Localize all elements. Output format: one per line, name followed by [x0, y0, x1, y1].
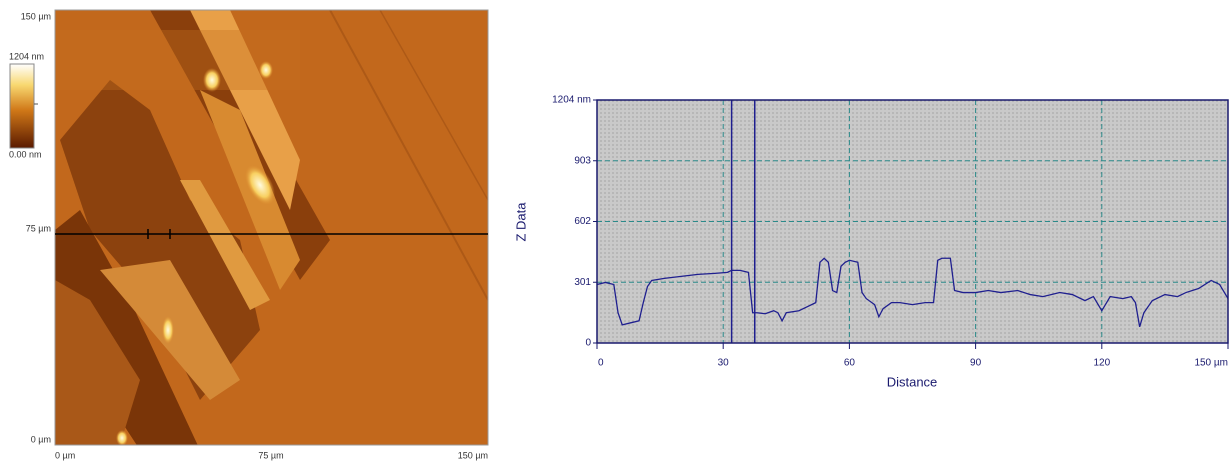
y-tick-label: 301: [574, 277, 591, 288]
y-tick-label: 0: [585, 338, 591, 349]
image-y-label: 75 µm: [26, 223, 51, 233]
x-axis-title: Distance: [887, 374, 938, 389]
x-tick-label: 90: [970, 358, 982, 369]
image-y-label: 0 µm: [31, 434, 51, 444]
y-tick-label: 1204 nm: [552, 95, 591, 106]
afm-image: 150 µm 75 µm 0 µm 0 µm 75 µm 150 µm 1204…: [9, 10, 488, 460]
y-axis-title: Z Data: [513, 202, 528, 242]
x-tick-label: 150 µm: [1194, 358, 1228, 369]
x-tick-label: 60: [844, 358, 856, 369]
page: {"afm_image": { "y_labels": ["150 µm", "…: [0, 0, 1231, 468]
profile-chart: Z Data Distance 0 301 602 903 1204 nm 0 30 60 90…: [513, 95, 1228, 390]
colorbar-label: 0.00 nm: [9, 149, 42, 159]
y-tick-label: 602: [574, 216, 591, 227]
x-tick-label: 0: [598, 358, 604, 369]
x-tick-label: 120: [1093, 358, 1110, 369]
image-y-label: 150 µm: [21, 11, 51, 21]
image-x-label: 75 µm: [258, 450, 283, 460]
image-x-label: 0 µm: [55, 450, 75, 460]
x-tick-label: 30: [718, 358, 730, 369]
height-map: [55, 10, 488, 450]
y-tick-label: 903: [574, 155, 591, 166]
screen: 150 µm 75 µm 0 µm 0 µm 75 µm 150 µm 1204…: [0, 0, 1231, 468]
image-x-label: 150 µm: [458, 450, 488, 460]
colorbar: [10, 64, 34, 148]
colorbar-label: 1204 nm: [9, 51, 44, 61]
